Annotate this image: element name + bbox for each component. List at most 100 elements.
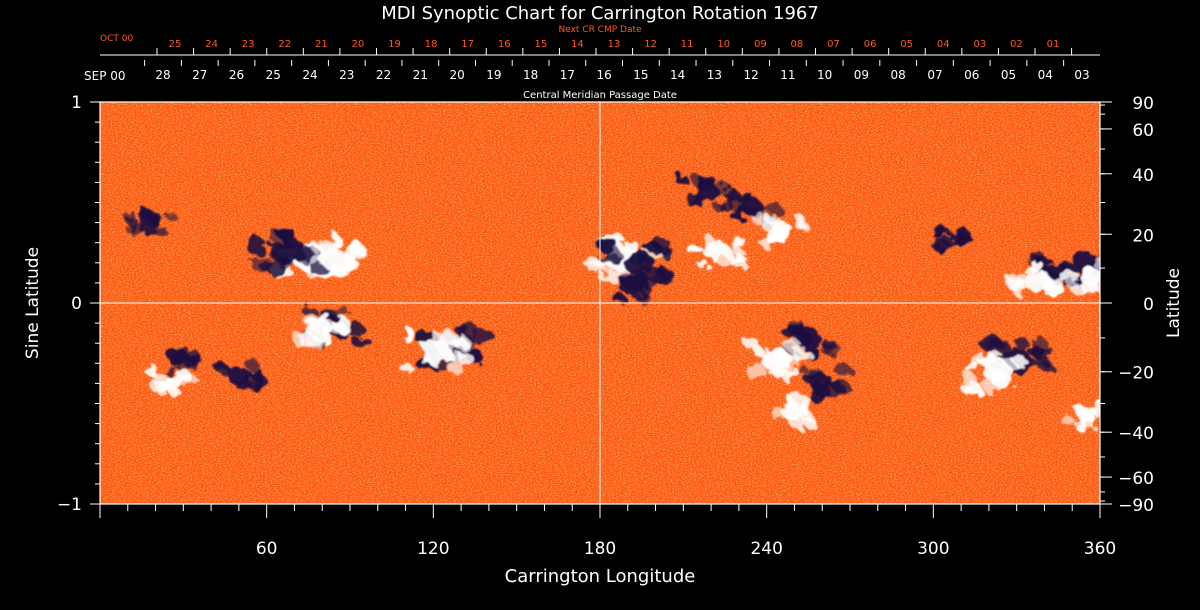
y-left-tick-label: 1 xyxy=(71,93,82,113)
next-day-label: 12 xyxy=(644,39,657,50)
positive-patch xyxy=(698,260,709,270)
positive-region xyxy=(686,234,748,271)
negative-patch xyxy=(1017,336,1028,352)
positive-patch xyxy=(453,335,470,351)
positive-patch xyxy=(1059,269,1078,283)
cmp-day-label: 24 xyxy=(302,68,317,82)
positive-patch xyxy=(329,233,341,247)
positive-patch xyxy=(1029,262,1046,273)
negative-core xyxy=(810,373,835,393)
positive-patch xyxy=(402,328,416,343)
negative-patch xyxy=(153,225,168,236)
y-axis-right: 90 60 40 20 0 −20 −40 −60 −90 xyxy=(1100,94,1154,516)
next-day-label: 02 xyxy=(1010,39,1023,50)
negative-region xyxy=(798,364,853,403)
positive-core xyxy=(306,318,333,340)
next-day-label: 11 xyxy=(681,39,694,50)
positive-patch xyxy=(686,243,703,255)
next-day-label: 03 xyxy=(973,39,986,50)
positive-region xyxy=(960,351,1028,395)
positive-patch xyxy=(432,330,444,344)
cmp-day-label: 09 xyxy=(854,68,869,82)
negative-patch xyxy=(259,262,273,271)
positive-core xyxy=(768,221,793,241)
next-day-label: 07 xyxy=(827,39,840,50)
negative-region xyxy=(612,272,657,304)
next-day-label: 14 xyxy=(571,39,584,50)
cmp-day-label: 06 xyxy=(964,68,979,82)
negative-core xyxy=(272,237,306,264)
x-tick-label: 360 xyxy=(1084,539,1116,559)
next-day-label: 25 xyxy=(169,39,182,50)
next-day-label: 06 xyxy=(864,39,877,50)
x-tick-label: 240 xyxy=(750,539,782,559)
negative-patch xyxy=(809,390,824,403)
negative-region xyxy=(124,209,176,236)
cmp-day-label: 03 xyxy=(1074,68,1089,82)
positive-region xyxy=(1060,398,1100,433)
cmp-day-label: 10 xyxy=(817,68,832,82)
negative-patch xyxy=(246,237,267,256)
next-day-label: 17 xyxy=(461,39,474,50)
y-right-tick-label: 0 xyxy=(1143,295,1154,315)
next-day-label: 15 xyxy=(534,39,547,50)
negative-region xyxy=(673,174,735,212)
cmp-day-label: 15 xyxy=(633,68,648,82)
cmp-day-label: 22 xyxy=(376,68,391,82)
x-tick-label: 180 xyxy=(584,539,616,559)
negative-patch xyxy=(658,269,675,285)
next-day-label: 08 xyxy=(791,39,804,50)
negative-patch xyxy=(659,247,672,258)
positive-patch xyxy=(960,381,982,395)
negative-patch xyxy=(597,253,621,263)
negative-patch xyxy=(165,211,176,221)
y-right-tick-label: −90 xyxy=(1118,496,1154,516)
cmp-day-label: 16 xyxy=(596,68,611,82)
cmp-day-label: 20 xyxy=(449,68,464,82)
negative-core xyxy=(692,182,719,203)
positive-core xyxy=(982,360,1012,383)
positive-patch xyxy=(790,348,812,361)
negative-patch xyxy=(673,174,689,184)
positive-patch xyxy=(1008,271,1028,287)
cmp-day-label: 17 xyxy=(560,68,575,82)
negative-patch xyxy=(303,306,318,318)
negative-patch xyxy=(1102,262,1119,271)
x-tick-label: 60 xyxy=(256,539,278,559)
positive-region xyxy=(750,209,810,248)
cmp-date-axis: SEP 00 28 27 26 25 24 23 22 21 20 19 18 17 16 15 14 13 1… xyxy=(84,60,1090,101)
next-day-label: 05 xyxy=(900,39,913,50)
negative-patch xyxy=(250,367,263,381)
negative-core xyxy=(795,328,822,350)
positive-patch xyxy=(750,209,763,224)
y-axis-label-right: Latitude xyxy=(1164,268,1184,338)
positive-patch xyxy=(1060,414,1073,425)
magnetic-regions xyxy=(124,174,1119,433)
next-day-label: 21 xyxy=(315,39,328,50)
next-day-label: 09 xyxy=(754,39,767,50)
positive-region xyxy=(1005,262,1065,298)
positive-region xyxy=(145,364,198,398)
positive-patch xyxy=(400,363,414,374)
next-day-label: 20 xyxy=(352,39,365,50)
negative-patch xyxy=(1103,257,1114,271)
positive-core xyxy=(320,248,347,270)
next-axis-month: OCT 00 xyxy=(100,34,133,44)
y-axis-label-left: Sine Latitude xyxy=(23,247,43,359)
positive-core xyxy=(158,374,181,392)
negative-patch xyxy=(248,379,262,392)
negative-patch xyxy=(244,358,259,370)
x-tick-label: 120 xyxy=(417,539,449,559)
positive-patch xyxy=(1099,401,1100,404)
y-left-tick-label: −1 xyxy=(57,495,82,515)
x-axis-label: Carrington Longitude xyxy=(505,566,696,587)
positive-patch xyxy=(797,218,810,231)
negative-core xyxy=(618,275,643,295)
cmp-day-label: 05 xyxy=(1001,68,1016,82)
cmp-day-label: 08 xyxy=(891,68,906,82)
negative-patch xyxy=(185,358,200,369)
cmp-day-label: 19 xyxy=(486,68,501,82)
cmp-day-label: 21 xyxy=(413,68,428,82)
cmp-axis-month: SEP 00 xyxy=(84,69,126,83)
negative-patch xyxy=(798,365,809,375)
